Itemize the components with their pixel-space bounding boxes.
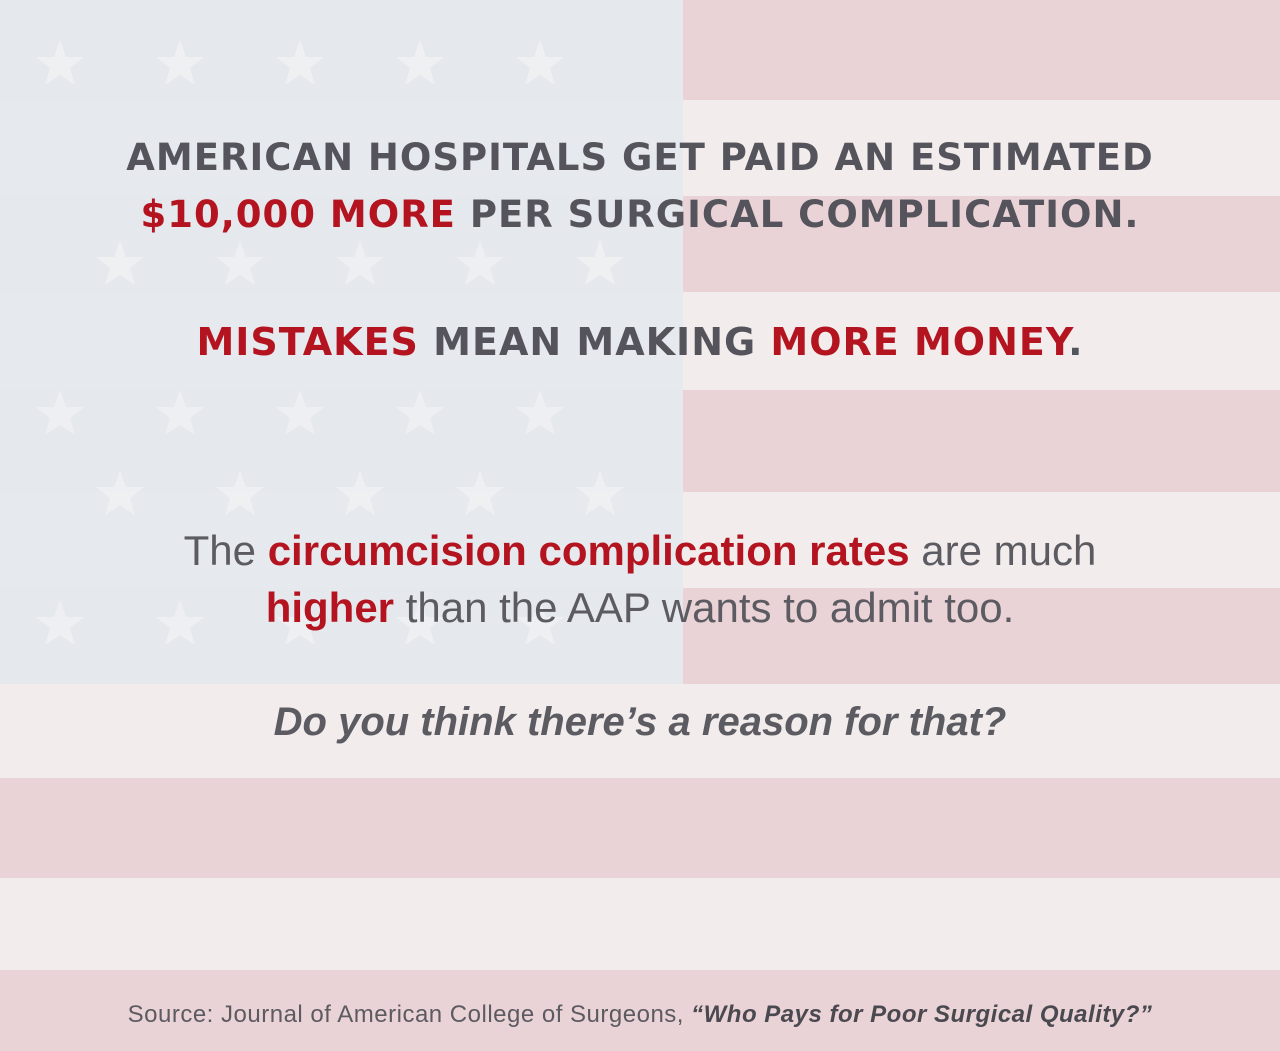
complication-rates-highlight: circumcision complication rates — [267, 527, 910, 574]
headline-amount-highlight: $10,000 MORE — [140, 193, 456, 236]
body-line-1-prefix: The — [183, 527, 268, 574]
source-article-title: “Who Pays for Poor Surgical Quality?” — [691, 1001, 1153, 1028]
headline-line-3-period: . — [1068, 320, 1084, 364]
source-citation: Source: Journal of American College of S… — [0, 1001, 1280, 1029]
source-journal: Journal of American College of Surgeons, — [221, 1001, 692, 1028]
flag-canton — [0, 0, 683, 684]
question-text: Do you think there’s a reason for that? — [273, 700, 1007, 744]
body-line-2: higher than the AAP wants to admit too. — [0, 584, 1280, 632]
body-line-1-suffix: are much — [909, 527, 1097, 574]
headline-line-2-text: PER SURGICAL COMPLICATION. — [455, 193, 1140, 236]
star-icons — [36, 40, 624, 645]
headline-line-3-middle: MEAN MAKING — [418, 320, 771, 364]
more-money-highlight: MORE MONEY — [770, 320, 1069, 364]
headline-line-1-text: AMERICAN HOSPITALS GET PAID AN ESTIMATED — [126, 136, 1154, 179]
body-line-1: The circumcision complication rates are … — [0, 527, 1280, 575]
body-line-2-suffix: than the AAP wants to admit too. — [394, 584, 1015, 631]
headline-line-3: MISTAKES MEAN MAKING MORE MONEY. — [0, 320, 1280, 364]
headline-line-2: $10,000 MORE PER SURGICAL COMPLICATION. — [0, 193, 1280, 236]
higher-highlight: higher — [265, 584, 395, 631]
mistakes-highlight: MISTAKES — [196, 320, 419, 364]
headline-line-1: AMERICAN HOSPITALS GET PAID AN ESTIMATED — [0, 136, 1280, 179]
source-label: Source: — [127, 1001, 222, 1028]
